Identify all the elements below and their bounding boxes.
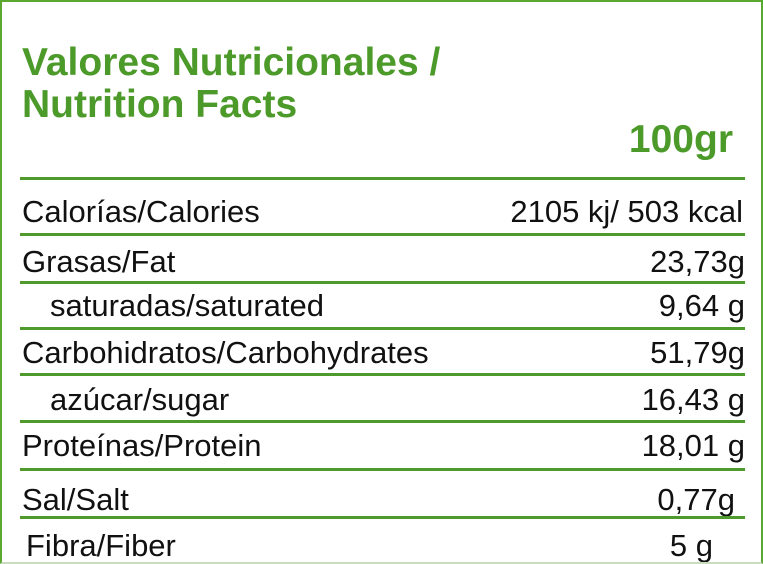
row-value: 5 g: [669, 528, 713, 563]
row-label: Carbohidratos/Carbohydrates: [22, 335, 429, 370]
divider: [20, 420, 745, 423]
divider: [20, 516, 745, 519]
divider: [20, 233, 745, 236]
row-value: 0,77g: [657, 482, 735, 517]
row-value: 2105 kj/ 503 kcal: [510, 194, 743, 229]
divider: [20, 468, 745, 471]
row-value: 18,01 g: [641, 428, 745, 463]
row-value: 9,64 g: [658, 288, 745, 323]
divider: [20, 177, 745, 180]
divider: [20, 281, 745, 284]
row-label: saturadas/saturated: [50, 288, 325, 323]
row-carbohydrates: Carbohidratos/Carbohydrates 51,79g: [22, 327, 745, 371]
divider: [20, 373, 745, 376]
label-title: Valores Nutricionales / Nutrition Facts: [22, 42, 440, 126]
serving-size: 100gr: [628, 118, 733, 161]
row-label: Fibra/Fiber: [26, 528, 176, 563]
row-protein: Proteínas/Protein 18,01 g: [22, 420, 745, 464]
row-label: Calorías/Calories: [22, 194, 260, 229]
row-label: azúcar/sugar: [50, 382, 230, 417]
title-line-2: Nutrition Facts: [22, 83, 298, 126]
row-salt: Sal/Salt 0,77g: [22, 474, 745, 518]
row-value: 16,43 g: [641, 382, 745, 417]
divider: [20, 327, 745, 330]
row-label: Proteínas/Protein: [22, 428, 262, 463]
row-sugar: azúcar/sugar 16,43 g: [22, 374, 745, 418]
row-calories: Calorías/Calories 2105 kj/ 503 kcal: [22, 186, 745, 230]
row-value: 23,73g: [650, 244, 745, 279]
row-fiber: Fibra/Fiber 5 g: [22, 520, 745, 563]
title-line-1: Valores Nutricionales /: [22, 41, 441, 84]
row-fat: Grasas/Fat 23,73g: [22, 236, 745, 280]
row-saturated: saturadas/saturated 9,64 g: [22, 280, 745, 324]
row-value: 51,79g: [650, 335, 745, 370]
row-label: Sal/Salt: [22, 482, 129, 517]
row-label: Grasas/Fat: [22, 244, 176, 279]
